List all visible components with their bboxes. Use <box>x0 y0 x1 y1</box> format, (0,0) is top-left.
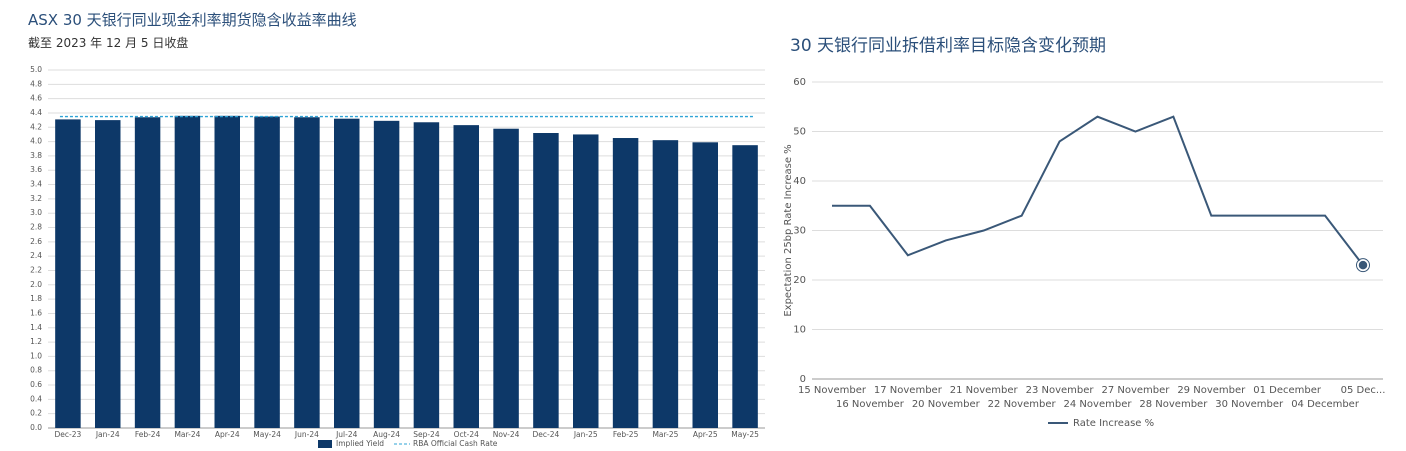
y-tick-label: 1.2 <box>30 337 42 346</box>
y-tick-label: 50 <box>793 127 806 138</box>
bar <box>214 115 240 428</box>
bar <box>573 134 599 428</box>
legend-label: RBA Official Cash Rate <box>413 439 498 448</box>
x-tick-label: 16 November <box>836 399 905 410</box>
bar <box>533 133 559 428</box>
x-tick-label: 28 November <box>1139 399 1208 410</box>
x-tick-label: Mar-25 <box>652 430 678 439</box>
bar <box>612 138 639 428</box>
x-tick-label: May-25 <box>731 430 759 439</box>
x-tick-label: Mar-24 <box>174 430 200 439</box>
x-tick-label: Jan-25 <box>573 430 598 439</box>
y-tick-label: 2.0 <box>30 280 42 289</box>
bar <box>174 115 201 428</box>
y-axis-label: Expectation 25bp Rate Increase % <box>783 144 794 316</box>
bar <box>334 118 360 429</box>
x-tick-label: Jun-24 <box>294 430 319 439</box>
y-tick-label: 3.6 <box>30 165 42 174</box>
x-tick-label: 20 November <box>912 399 981 410</box>
bar <box>413 122 440 428</box>
y-tick-label: 0 <box>800 374 806 385</box>
x-tick-label: 24 November <box>1064 399 1133 410</box>
x-tick-label: 22 November <box>988 399 1057 410</box>
x-tick-label: Oct-24 <box>454 430 479 439</box>
y-tick-label: 4.8 <box>30 79 42 88</box>
y-tick-label: 10 <box>793 325 806 336</box>
bar <box>134 117 161 429</box>
x-tick-label: Sep-24 <box>413 430 440 439</box>
y-tick-label: 40 <box>793 176 806 187</box>
x-tick-label: Dec-24 <box>533 430 560 439</box>
x-tick-label: May-24 <box>253 430 281 439</box>
x-tick-label: Feb-24 <box>135 430 161 439</box>
y-tick-label: 0.4 <box>30 394 42 403</box>
chart-title: 30 天银行同业拆借利率目标隐含变化预期 <box>790 36 1106 56</box>
point <box>1357 259 1369 271</box>
y-tick-label: 20 <box>793 275 806 286</box>
bar <box>692 142 718 429</box>
y-tick-label: 1.4 <box>30 323 42 332</box>
y-tick-label: 5.0 <box>30 65 42 74</box>
x-tick-label: Feb-25 <box>613 430 639 439</box>
bar <box>254 116 280 428</box>
y-tick-label: 0.8 <box>30 366 42 375</box>
chart-subtitle: 截至 2023 年 12 月 5 日收盘 <box>28 35 188 50</box>
y-tick-label: 2.4 <box>30 251 42 260</box>
x-tick-label: 30 November <box>1215 399 1284 410</box>
y-tick-label: 3.0 <box>30 208 42 217</box>
x-tick-label: Aug-24 <box>373 430 400 439</box>
legend-label: Implied Yield <box>336 439 384 448</box>
chart-title: ASX 30 天银行同业现金利率期货隐含收益率曲线 <box>28 11 357 29</box>
bar <box>55 119 81 429</box>
x-tick-label: 21 November <box>950 385 1019 396</box>
y-tick-label: 60 <box>793 77 806 88</box>
y-tick-label: 1.0 <box>30 351 42 360</box>
y-tick-label: 30 <box>793 226 806 237</box>
x-tick-label: 15 November <box>798 385 867 396</box>
bar <box>453 125 479 429</box>
y-tick-label: 2.6 <box>30 237 42 246</box>
x-tick-label: 27 November <box>1101 385 1170 396</box>
y-tick-label: 0.6 <box>30 380 42 389</box>
bar <box>294 117 320 429</box>
x-tick-label: Jan-24 <box>95 430 120 439</box>
y-tick-label: 1.6 <box>30 308 42 317</box>
y-tick-label: 4.6 <box>30 94 42 103</box>
bar <box>493 128 519 428</box>
line <box>832 115 1364 266</box>
x-tick-label: Apr-24 <box>215 430 240 439</box>
y-tick-label: 1.8 <box>30 294 42 303</box>
y-tick-label: 4.4 <box>30 108 42 117</box>
bar <box>732 145 758 428</box>
x-tick-label: Jul-24 <box>335 430 358 439</box>
x-tick-label: Nov-24 <box>493 430 520 439</box>
x-tick-label: 01 December <box>1253 385 1322 396</box>
y-tick-label: 4.2 <box>30 122 42 131</box>
y-tick-label: 3.2 <box>30 194 42 203</box>
x-tick-label: 23 November <box>1026 385 1095 396</box>
bar <box>373 120 400 428</box>
x-tick-label: 04 December <box>1291 399 1360 410</box>
bar <box>652 140 679 428</box>
bar <box>95 120 121 429</box>
y-tick-label: 3.4 <box>30 180 42 189</box>
y-tick-label: 4.0 <box>30 137 42 146</box>
y-tick-label: 0.0 <box>30 423 42 432</box>
y-tick-label: 2.8 <box>30 223 42 232</box>
y-tick-label: 2.2 <box>30 265 42 274</box>
x-tick-label: Dec-23 <box>55 430 82 439</box>
x-tick-label: 05 Dec... <box>1341 385 1386 396</box>
legend-label: Rate Increase % <box>1073 418 1154 429</box>
y-tick-label: 0.2 <box>30 409 42 418</box>
x-tick-label: 17 November <box>874 385 943 396</box>
legend-swatch <box>318 440 332 448</box>
y-tick-label: 3.8 <box>30 151 42 160</box>
point-ring <box>1356 258 1370 273</box>
x-tick-label: Apr-25 <box>693 430 718 439</box>
x-tick-label: 29 November <box>1177 385 1246 396</box>
